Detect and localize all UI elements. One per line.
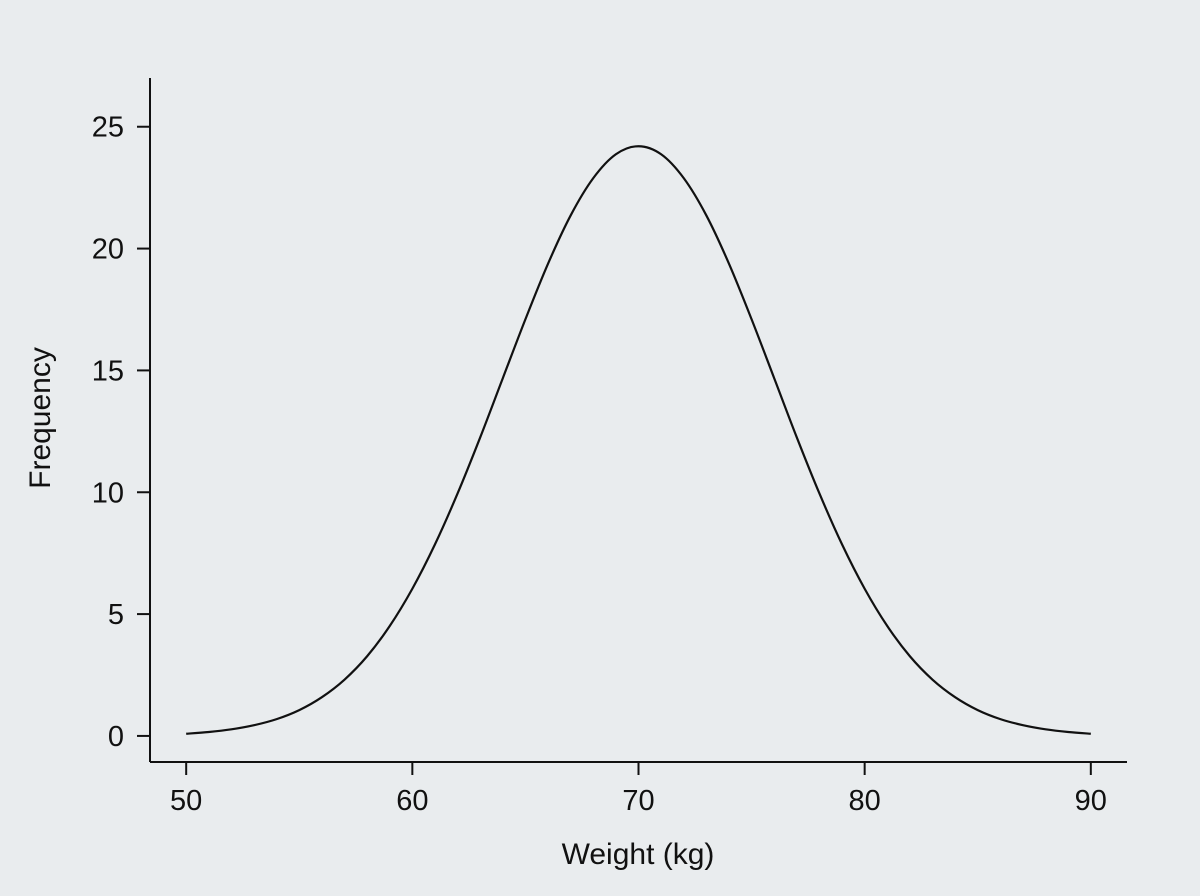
x-tick-label: 90 [1075,785,1107,817]
x-tick-label: 70 [622,785,654,817]
y-tick-label: 15 [92,355,124,387]
y-tick-label: 20 [92,234,124,266]
series-line-frequency [186,145,1091,735]
x-tick-label: 50 [170,785,202,817]
y-axis-title: Frequency [24,347,57,489]
axes: 50 60 70 80 90 0 5 10 15 20 25 [92,78,1127,817]
y-tick-label: 5 [108,599,124,631]
x-tick-label: 80 [849,785,881,817]
x-tick-label: 60 [396,785,428,817]
y-tick-label: 25 [92,112,124,144]
y-tick-label: 0 [108,721,124,753]
x-axis-title: Weight (kg) [562,838,715,871]
y-tick-label: 10 [92,477,124,509]
